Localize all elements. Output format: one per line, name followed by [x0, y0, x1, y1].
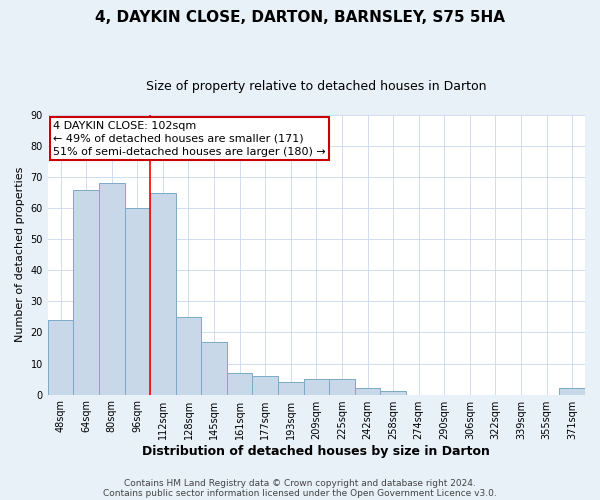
Bar: [48, 320, 73, 394]
Bar: [176, 317, 201, 394]
Text: Contains HM Land Registry data © Crown copyright and database right 2024.: Contains HM Land Registry data © Crown c…: [124, 478, 476, 488]
Bar: [227, 373, 253, 394]
Text: 4, DAYKIN CLOSE, DARTON, BARNSLEY, S75 5HA: 4, DAYKIN CLOSE, DARTON, BARNSLEY, S75 5…: [95, 10, 505, 25]
Text: 4 DAYKIN CLOSE: 102sqm
← 49% of detached houses are smaller (171)
51% of semi-de: 4 DAYKIN CLOSE: 102sqm ← 49% of detached…: [53, 120, 326, 157]
Text: Contains public sector information licensed under the Open Government Licence v3: Contains public sector information licen…: [103, 488, 497, 498]
Bar: [304, 379, 329, 394]
Bar: [355, 388, 380, 394]
X-axis label: Distribution of detached houses by size in Darton: Distribution of detached houses by size …: [142, 444, 490, 458]
Bar: [125, 208, 150, 394]
Bar: [150, 192, 176, 394]
Bar: [253, 376, 278, 394]
Bar: [201, 342, 227, 394]
Y-axis label: Number of detached properties: Number of detached properties: [15, 167, 25, 342]
Bar: [99, 184, 125, 394]
Bar: [380, 392, 406, 394]
Bar: [559, 388, 585, 394]
Title: Size of property relative to detached houses in Darton: Size of property relative to detached ho…: [146, 80, 487, 93]
Bar: [278, 382, 304, 394]
Bar: [329, 379, 355, 394]
Bar: [73, 190, 99, 394]
